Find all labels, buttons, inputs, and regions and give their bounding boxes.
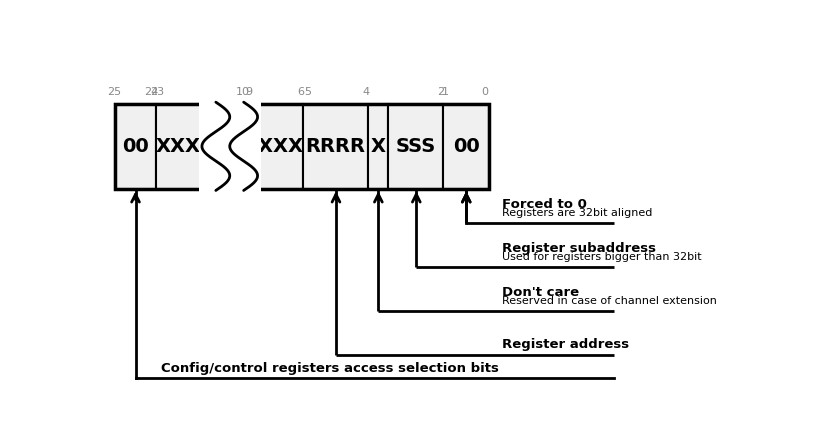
Text: 4: 4: [363, 87, 370, 97]
Text: Used for registers bigger than 32bit: Used for registers bigger than 32bit: [502, 252, 701, 262]
Text: Config/control registers access selection bits: Config/control registers access selectio…: [161, 362, 499, 374]
Text: SSS: SSS: [396, 137, 436, 156]
Text: 00: 00: [453, 137, 480, 156]
Text: 23: 23: [151, 87, 165, 97]
Text: Reserved in case of channel extension: Reserved in case of channel extension: [502, 296, 716, 306]
Text: 9: 9: [245, 87, 252, 97]
Text: 1: 1: [442, 87, 449, 97]
Text: 6: 6: [298, 87, 304, 97]
Text: RRRR: RRRR: [305, 137, 366, 156]
Bar: [303, 104, 367, 189]
Text: 0: 0: [481, 87, 488, 97]
Text: Registers are 32bit aligned: Registers are 32bit aligned: [502, 208, 652, 218]
Text: 00: 00: [122, 137, 149, 156]
Text: XXXX: XXXX: [244, 137, 304, 156]
Text: XXXX: XXXX: [155, 137, 215, 156]
Text: 10: 10: [235, 87, 250, 97]
Bar: [114, 104, 156, 189]
Text: 2: 2: [437, 87, 444, 97]
Text: Don't care: Don't care: [502, 286, 579, 299]
Bar: [199, 101, 261, 192]
Bar: [388, 104, 444, 189]
Text: 25: 25: [108, 87, 122, 97]
Bar: [444, 104, 489, 189]
Bar: [114, 104, 489, 189]
Text: Register address: Register address: [502, 338, 629, 351]
Bar: [244, 104, 303, 189]
Text: 24: 24: [144, 87, 158, 97]
Text: Register subaddress: Register subaddress: [502, 242, 656, 254]
Text: Forced to 0: Forced to 0: [502, 198, 587, 210]
Text: X: X: [370, 137, 385, 156]
Bar: [156, 104, 215, 189]
Bar: [367, 104, 388, 189]
Text: 5: 5: [304, 87, 311, 97]
